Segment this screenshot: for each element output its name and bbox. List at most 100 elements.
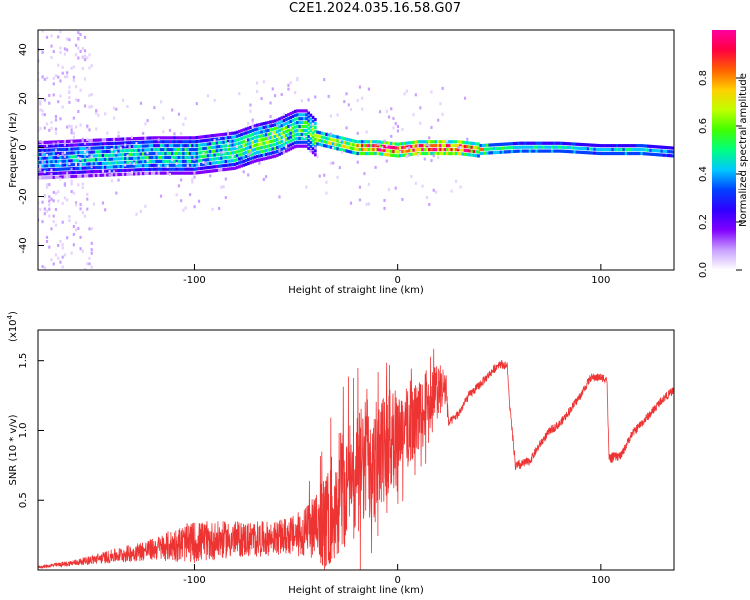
spectrogram-cell	[517, 141, 521, 145]
spectrogram-cell	[506, 146, 509, 150]
spectrogram-cell	[289, 115, 293, 120]
spectrogram-cell	[255, 147, 259, 151]
spectrogram-cell	[269, 124, 272, 128]
spectrogram-cell	[68, 175, 71, 179]
spectrogram-speckle	[77, 98, 80, 102]
spectrogram-speckle	[86, 137, 89, 141]
spectrogram-speckle	[345, 92, 348, 96]
spectrogram-speckle	[361, 96, 364, 100]
spectrogram-cell	[247, 130, 250, 134]
spectrogram-cell	[217, 133, 221, 137]
spectrogram-cell	[117, 165, 120, 169]
spectrogram-cell	[302, 113, 306, 117]
spectrogram-cell	[291, 138, 295, 142]
spectrogram-cell	[365, 151, 369, 156]
spectrogram-cell	[224, 159, 228, 164]
spectrogram-cell	[171, 144, 174, 148]
x-tick-label: 0	[394, 275, 400, 286]
spectrogram-cell	[130, 156, 134, 160]
spectrogram-cell	[269, 143, 272, 148]
spectrogram-speckle	[218, 206, 221, 210]
spectrogram-cell	[184, 155, 188, 160]
spectrogram-cell	[119, 141, 123, 145]
spectrogram-cell	[430, 144, 433, 148]
spectrogram-cell	[155, 167, 158, 171]
spectrogram-cell	[463, 140, 467, 145]
spectrogram-cell	[609, 144, 612, 148]
spectrogram-cell	[298, 132, 302, 137]
spectrogram-cell	[430, 140, 433, 144]
spectrogram-speckle	[45, 35, 49, 39]
spectrogram-cell	[222, 156, 226, 160]
spectrogram-speckle	[83, 214, 87, 218]
spectrogram-speckle	[251, 118, 254, 122]
spectrogram-speckle	[83, 54, 87, 58]
spectrogram-speckle	[74, 228, 78, 232]
y-tick-label: 1.0	[18, 423, 29, 439]
spectrogram-cell	[150, 136, 154, 140]
spectrogram-cell	[307, 142, 310, 147]
spectrogram-cell	[432, 140, 436, 144]
spectrogram-cell	[298, 144, 302, 148]
spectrogram-cell	[405, 141, 409, 145]
colorbar-tick-label: 0.4	[698, 166, 709, 182]
spectrogram-cell	[559, 141, 563, 145]
spectrogram-cell	[164, 159, 167, 163]
spectrogram-cell	[412, 144, 416, 148]
spectrogram-cell	[121, 137, 125, 141]
spectrogram-cell	[262, 122, 266, 126]
spectrogram-cell	[287, 124, 290, 128]
spectrogram-cell	[88, 150, 91, 154]
spectrogram-cell	[499, 146, 503, 150]
spectrogram-cell	[553, 149, 556, 153]
spectrogram-cell	[128, 152, 132, 157]
spectrogram-cell	[48, 175, 51, 180]
spectrogram-cell	[606, 148, 610, 152]
spectrogram-cell	[193, 151, 196, 156]
spectrogram-speckle	[79, 88, 82, 92]
spectrogram-speckle	[450, 189, 453, 193]
spectrogram-cell	[193, 167, 196, 171]
spectrogram-cell	[141, 160, 145, 164]
spectrogram-cell	[311, 119, 315, 123]
spectrogram-cell	[604, 144, 608, 148]
spectrogram-cell	[95, 173, 98, 178]
spectrogram-cell	[215, 149, 219, 153]
spectrogram-cell	[276, 134, 279, 138]
snr-frame	[37, 329, 675, 571]
spectrogram-cell	[425, 151, 429, 156]
spectrogram-cell	[126, 164, 129, 168]
spectrogram-cell	[229, 135, 232, 140]
spectrogram-cell	[651, 152, 655, 156]
spectrogram-speckle	[146, 158, 149, 162]
spectrogram-cell	[99, 142, 103, 146]
spectrogram-cell	[38, 164, 40, 168]
spectrogram-speckle	[269, 115, 272, 119]
spectrogram-cell	[171, 136, 174, 140]
spectrogram-speckle	[86, 152, 89, 156]
spectrogram-speckle	[90, 64, 93, 68]
spectrogram-cell	[611, 144, 614, 148]
spectrogram-cell	[81, 166, 85, 170]
colorbar: 0.00.20.40.60.8 Normalized spectral ampl…	[698, 30, 749, 278]
spectrogram-cell	[282, 134, 286, 138]
spectrogram-cell	[211, 153, 214, 157]
spectrogram-speckle	[269, 101, 272, 105]
spectrogram-cell	[631, 151, 635, 156]
spectrogram-cell	[226, 151, 230, 156]
spectrogram-cell	[215, 153, 219, 157]
spectrogram-cell	[50, 175, 53, 180]
spectrogram-cell	[126, 156, 129, 161]
spectrogram-cell	[253, 139, 257, 144]
spectrogram-speckle	[57, 100, 60, 104]
spectrogram-cell	[305, 132, 308, 137]
spectrogram-cell	[191, 155, 194, 160]
spectrogram-cell	[285, 141, 288, 145]
spectrogram-cell	[235, 165, 239, 170]
spectrogram-cell	[412, 140, 416, 144]
spectrogram-cell	[177, 159, 181, 163]
spectrogram-cell	[119, 161, 123, 165]
spectrogram-cell	[54, 167, 58, 171]
spectrogram-speckle	[57, 243, 60, 247]
spectrogram-cell	[302, 109, 306, 113]
